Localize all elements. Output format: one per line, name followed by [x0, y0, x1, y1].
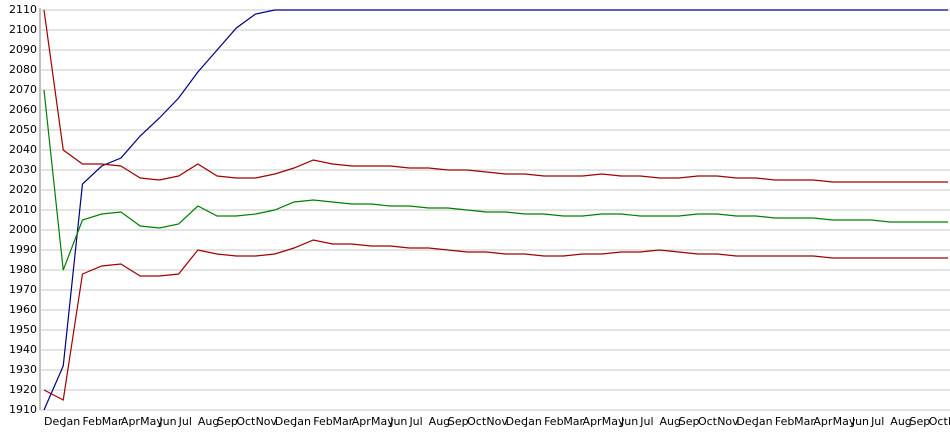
- y-tick-label: 1930: [9, 363, 37, 376]
- y-tick-label: 2080: [9, 63, 37, 76]
- x-tick-label: Feb: [82, 415, 101, 428]
- y-tick-label: 2010: [9, 203, 37, 216]
- y-tick-label: 2040: [9, 143, 37, 156]
- x-tick-label: Apr: [121, 415, 141, 428]
- x-tick-label: Jul: [408, 415, 422, 428]
- x-tick-label: Nov: [256, 415, 278, 428]
- x-tick-label: Mar: [102, 415, 123, 428]
- x-tick-label: Mar: [333, 415, 354, 428]
- y-tick-label: 1960: [9, 303, 37, 316]
- x-tick-label: Oct: [236, 415, 256, 428]
- y-tick-label: 1950: [9, 323, 37, 336]
- y-tick-label: 2030: [9, 163, 37, 176]
- x-tick-label: Dec: [736, 415, 757, 428]
- y-tick-label: 2020: [9, 183, 37, 196]
- x-tick-label: Oct: [929, 415, 949, 428]
- x-tick-label: Aug: [659, 415, 680, 428]
- x-tick-label: Sep: [910, 415, 931, 428]
- x-tick-label: Sep: [679, 415, 700, 428]
- x-tick-label: Mar: [563, 415, 584, 428]
- x-tick-label: Jun: [389, 415, 407, 428]
- x-tick-label: May: [140, 415, 163, 428]
- x-tick-label: Aug: [198, 415, 219, 428]
- x-tick-label: Dec: [275, 415, 296, 428]
- y-tick-label: 2070: [9, 83, 37, 96]
- x-tick-label: Feb: [313, 415, 332, 428]
- y-tick-label: 2110: [9, 3, 37, 16]
- y-tick-label: 1920: [9, 383, 37, 396]
- x-tick-label: Jan: [62, 415, 80, 428]
- series-line: [43, 89, 948, 271]
- x-tick-label: Jun: [851, 415, 869, 428]
- x-tick-label: Jan: [755, 415, 773, 428]
- y-tick-label: 1990: [9, 243, 37, 256]
- x-tick-label: Jun: [620, 415, 638, 428]
- x-tick-label: Dec: [44, 415, 65, 428]
- x-tick-label: Jul: [178, 415, 192, 428]
- y-tick-label: 2060: [9, 103, 37, 116]
- x-tick-label: Apr: [583, 415, 603, 428]
- series-line: [43, 9, 948, 183]
- x-tick-label: Feb: [544, 415, 563, 428]
- x-tick-label: Aug: [890, 415, 911, 428]
- x-tick-label: Nov: [717, 415, 739, 428]
- x-tick-label: Mar: [794, 415, 815, 428]
- x-tick-label: Nov: [486, 415, 508, 428]
- x-tick-label: Jul: [639, 415, 653, 428]
- series-line: [43, 9, 948, 411]
- y-tick-label: 2050: [9, 123, 37, 136]
- x-tick-label: Apr: [352, 415, 372, 428]
- x-tick-label: Dec: [506, 415, 527, 428]
- x-tick-label: May: [602, 415, 625, 428]
- x-tick-label: Feb: [775, 415, 794, 428]
- y-tick-label: 2090: [9, 43, 37, 56]
- x-tick-label: Jul: [870, 415, 884, 428]
- x-tick-label: Sep: [448, 415, 469, 428]
- x-tick-label: Oct: [698, 415, 718, 428]
- y-tick-label: 1970: [9, 283, 37, 296]
- x-tick-label: Oct: [467, 415, 487, 428]
- y-tick-label: 2100: [9, 23, 37, 36]
- x-tick-label: Aug: [429, 415, 450, 428]
- x-tick-label: May: [371, 415, 394, 428]
- x-tick-label: Sep: [217, 415, 238, 428]
- series-line: [43, 239, 948, 401]
- x-tick-label: May: [833, 415, 856, 428]
- y-tick-label: 1980: [9, 263, 37, 276]
- y-tick-label: 1910: [9, 403, 37, 416]
- x-tick-label: Apr: [813, 415, 833, 428]
- x-tick-label: Jan: [293, 415, 311, 428]
- x-tick-label: Jun: [158, 415, 176, 428]
- x-tick-label: Jan: [524, 415, 542, 428]
- x-tick-label: Nov: [948, 415, 950, 428]
- y-tick-label: 2000: [9, 223, 37, 236]
- y-tick-label: 1940: [9, 343, 37, 356]
